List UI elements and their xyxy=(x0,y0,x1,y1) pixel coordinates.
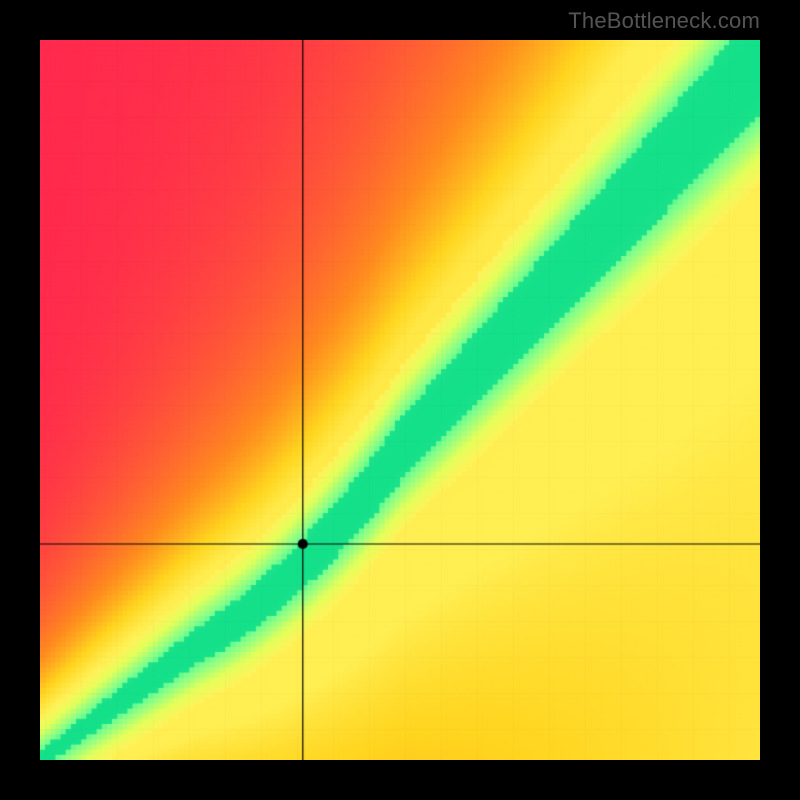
watermark-text: TheBottleneck.com xyxy=(568,8,760,34)
heatmap-canvas xyxy=(40,40,760,760)
heatmap-plot xyxy=(40,40,760,760)
